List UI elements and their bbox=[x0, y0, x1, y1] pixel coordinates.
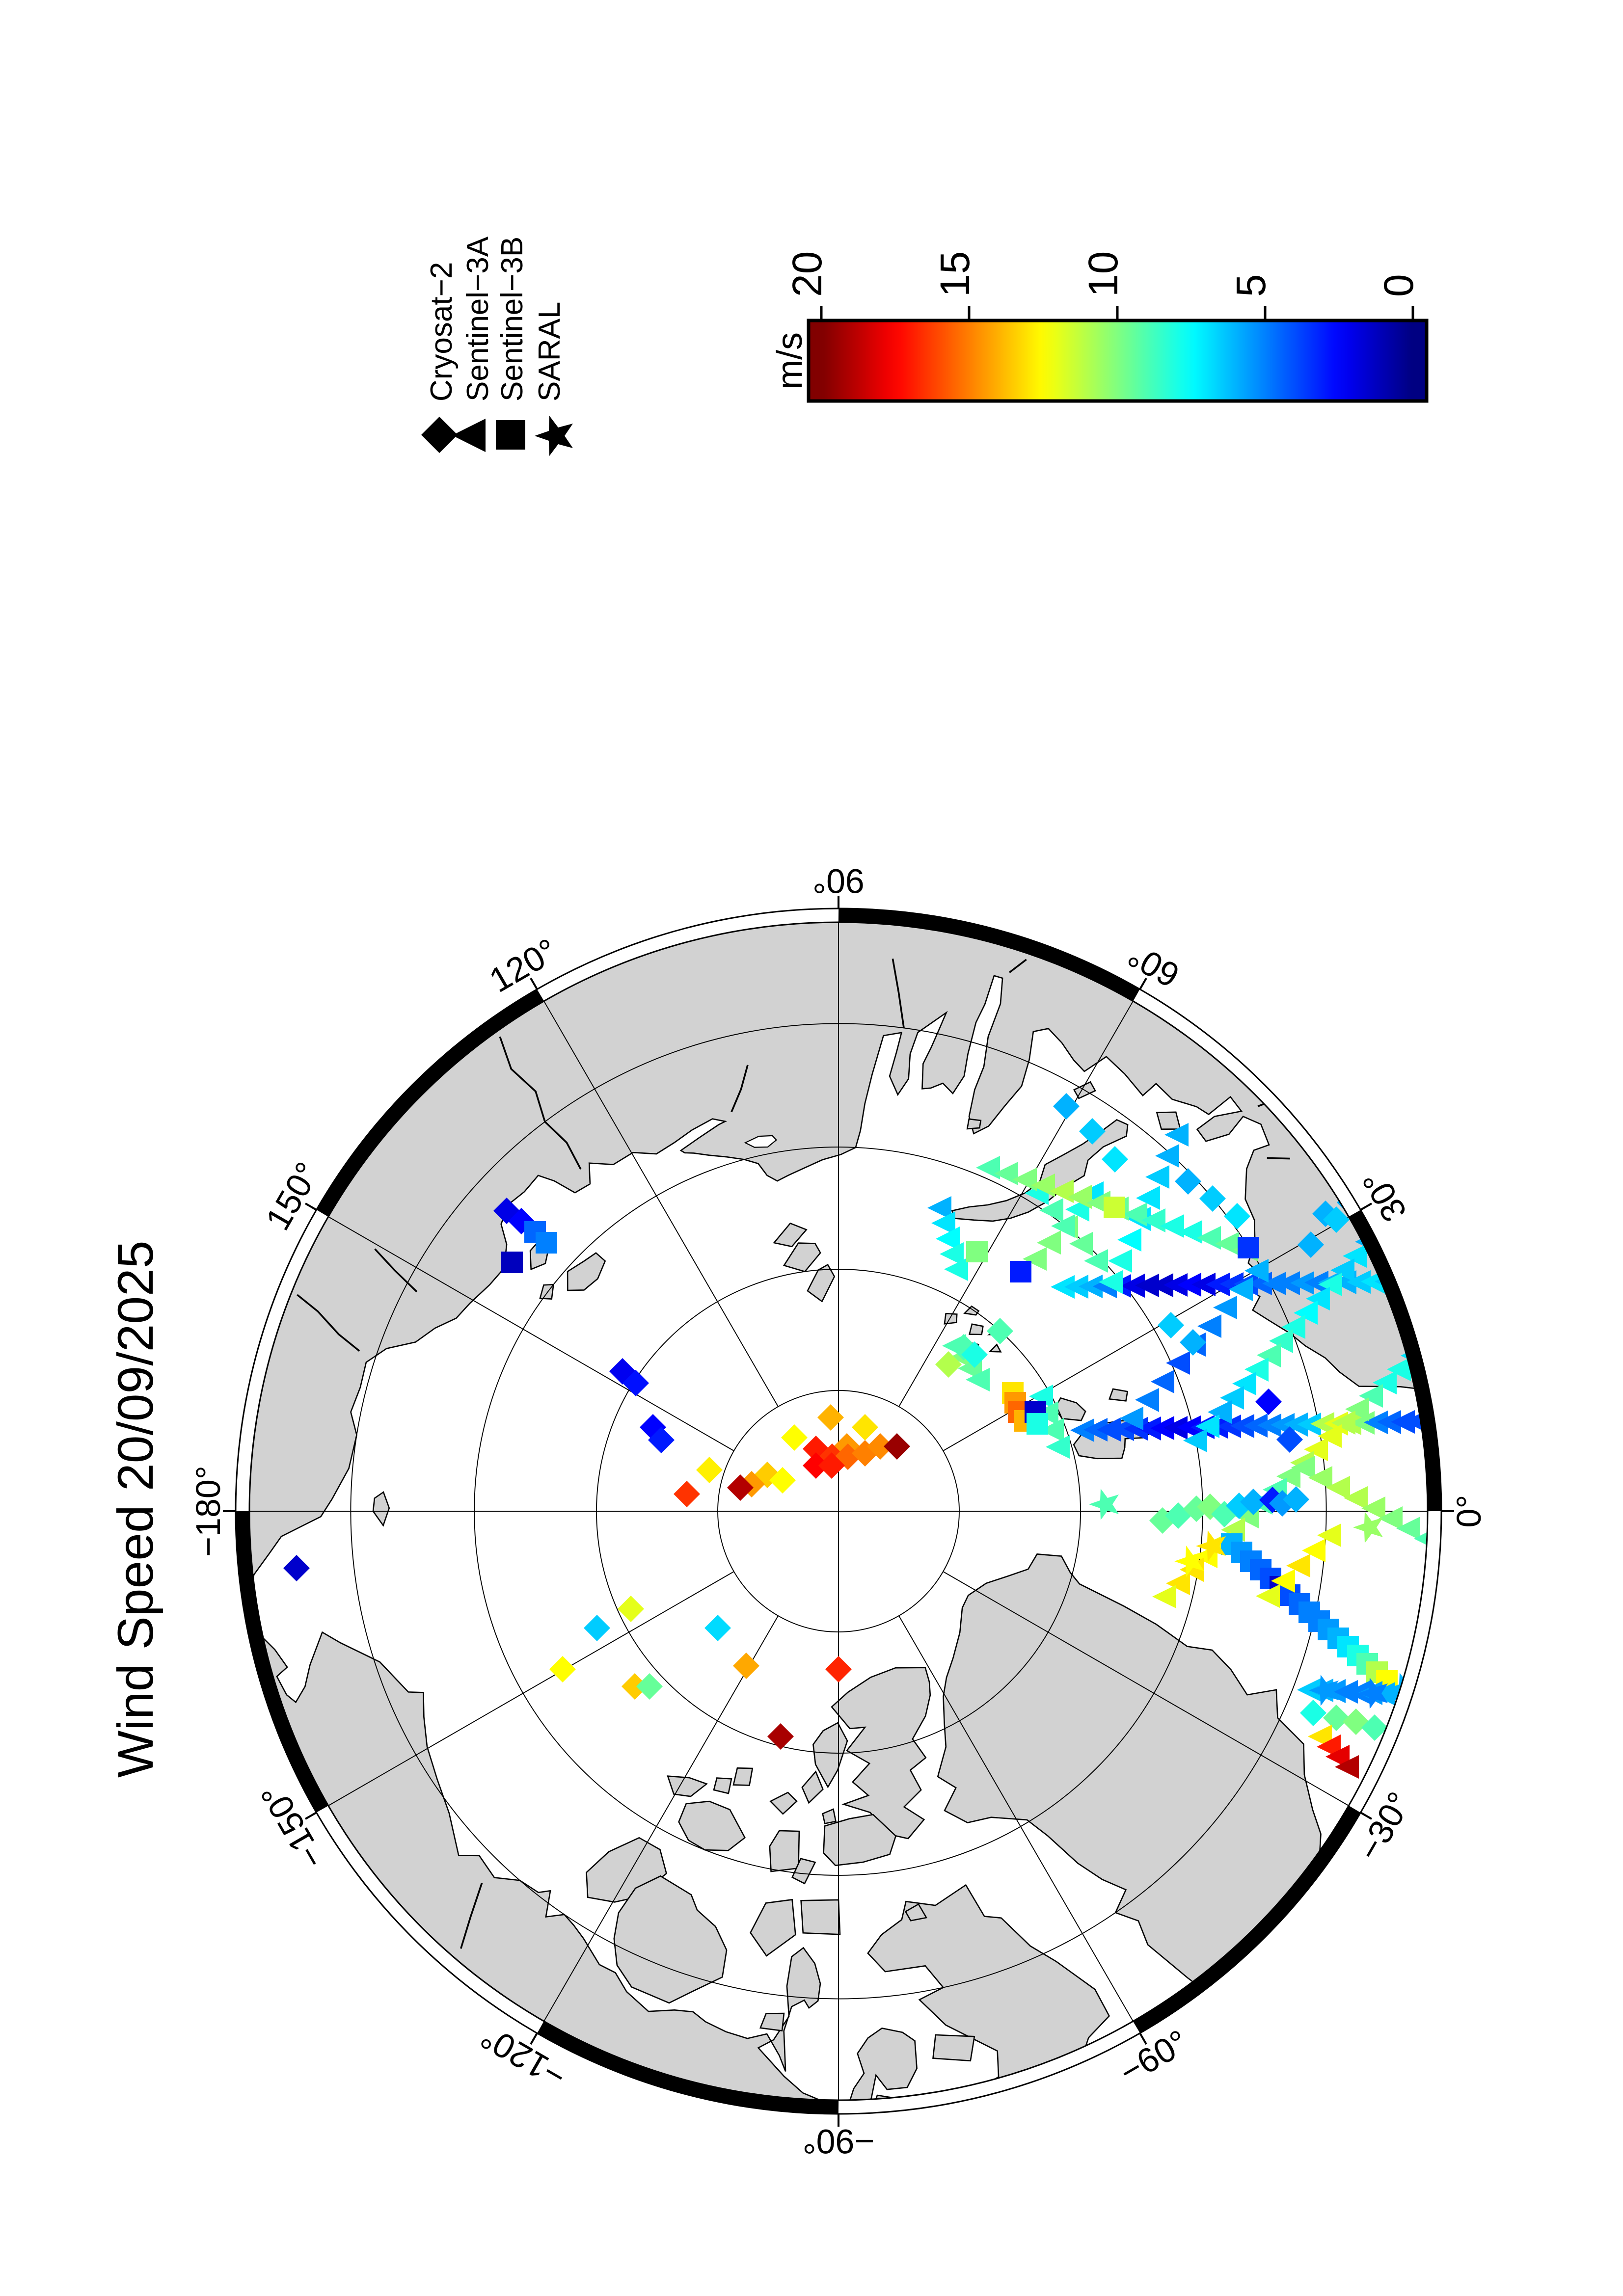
svg-text:Wind Speed 20/09/2025: Wind Speed 20/09/2025 bbox=[108, 1240, 163, 1778]
svg-text:0°: 0° bbox=[1450, 1495, 1488, 1528]
svg-text:10: 10 bbox=[1080, 251, 1126, 297]
svg-text:90°: 90° bbox=[812, 862, 865, 900]
svg-text:Cryosat−2: Cryosat−2 bbox=[425, 262, 459, 401]
svg-text:m/s: m/s bbox=[770, 332, 810, 389]
svg-text:SARAL: SARAL bbox=[533, 302, 567, 401]
svg-text:15: 15 bbox=[932, 251, 978, 297]
svg-text:Sentinel−3B: Sentinel−3B bbox=[495, 237, 529, 401]
svg-text:5: 5 bbox=[1228, 274, 1274, 297]
svg-text:−90°: −90° bbox=[803, 2122, 875, 2161]
svg-text:20: 20 bbox=[784, 251, 830, 297]
svg-text:Sentinel−3A: Sentinel−3A bbox=[461, 236, 495, 401]
svg-text:0: 0 bbox=[1376, 274, 1422, 297]
svg-text:−180°: −180° bbox=[189, 1466, 227, 1557]
